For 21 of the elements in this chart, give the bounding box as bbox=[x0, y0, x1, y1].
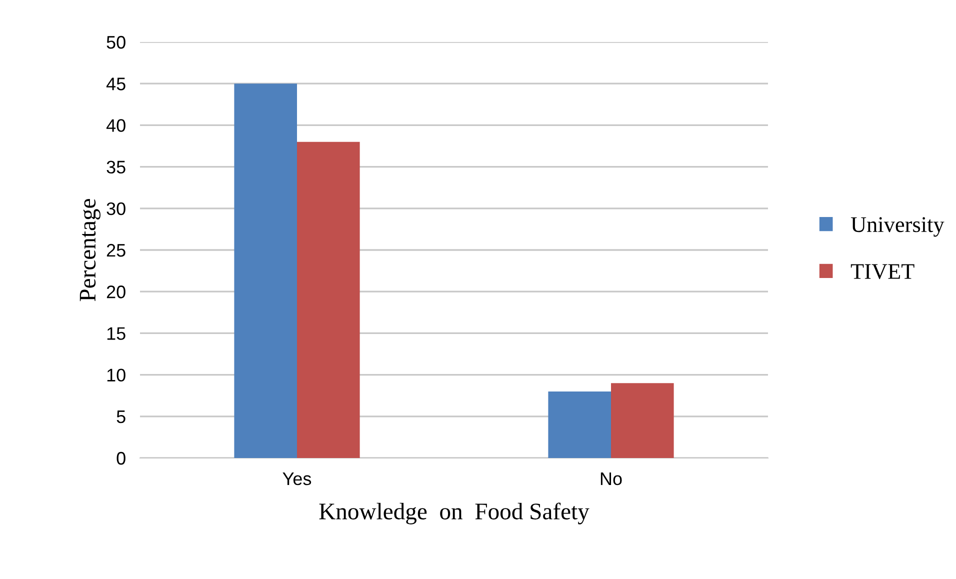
legend-label: University bbox=[850, 217, 944, 237]
bar bbox=[611, 383, 674, 458]
y-tick-label: 0 bbox=[116, 452, 126, 465]
y-axis-title: Percentage bbox=[80, 199, 100, 302]
y-tick-label: 15 bbox=[107, 327, 126, 340]
x-axis-title: Knowledge on Food Safety bbox=[319, 502, 590, 524]
y-tick-label: 35 bbox=[106, 160, 126, 174]
y-tick-label: 50 bbox=[106, 36, 126, 49]
y-tick-label: 25 bbox=[106, 244, 126, 257]
x-tick-label: No bbox=[600, 472, 622, 486]
bar bbox=[234, 84, 297, 458]
y-tick-label: 10 bbox=[107, 368, 126, 382]
bar bbox=[548, 391, 611, 458]
x-tick-label: Yes bbox=[282, 472, 312, 486]
y-tick-label: 30 bbox=[106, 202, 126, 216]
y-tick-label: 5 bbox=[116, 410, 126, 424]
bar bbox=[297, 142, 360, 458]
y-tick-label: 45 bbox=[106, 78, 126, 90]
legend-label: TIVET bbox=[850, 264, 914, 280]
y-tick-label: 20 bbox=[106, 286, 126, 298]
y-tick-label: 40 bbox=[106, 119, 126, 132]
